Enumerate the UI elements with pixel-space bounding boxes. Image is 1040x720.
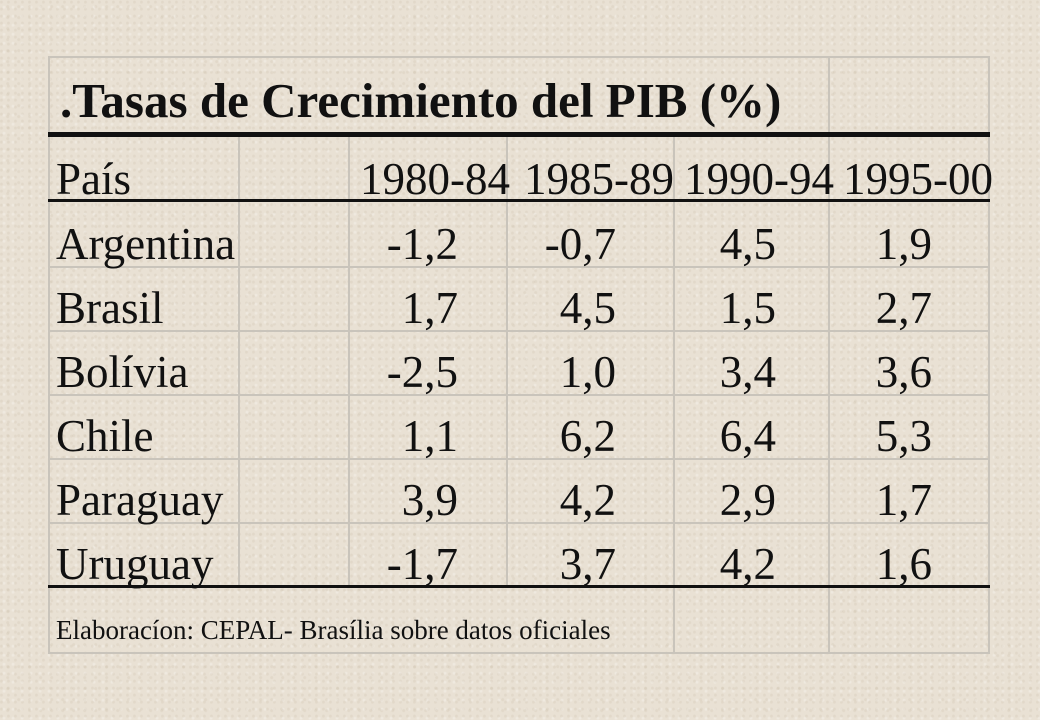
country-name: Chile: [56, 411, 154, 461]
grid-hline-row3: [48, 394, 990, 396]
country-name: Bolívia: [56, 347, 189, 397]
grid-vline-left: [48, 56, 50, 654]
value-cell: 4,5: [559, 283, 616, 333]
rule-under-header: [48, 199, 990, 202]
gdp-growth-table: .Tasas de Crecimiento del PIB (%) País 1…: [48, 56, 993, 654]
grid-vline-col1: [348, 134, 350, 586]
grid-hline-top: [48, 56, 990, 58]
country-name: Argentina: [56, 219, 236, 269]
header-period-1980-84: 1980-84: [360, 154, 510, 204]
grid-hline-row1: [48, 266, 990, 268]
grid-hline-bottom: [48, 652, 990, 654]
value-cell: 1,1: [401, 411, 458, 461]
grid-hline-row4: [48, 458, 990, 460]
value-cell: 6,4: [719, 411, 776, 461]
value-cell: 2,7: [875, 283, 932, 333]
value-cell: 1,7: [401, 283, 458, 333]
header-country: País: [56, 154, 132, 204]
value-cell: 3,7: [559, 539, 616, 589]
grid-hline-row5: [48, 522, 990, 524]
grid-hline-row2: [48, 330, 990, 332]
value-cell: 6,2: [559, 411, 616, 461]
grid-vline-title-split: [828, 56, 830, 134]
country-name: Paraguay: [56, 475, 224, 525]
value-cell: 1,0: [559, 347, 616, 397]
value-cell: 3,9: [401, 475, 458, 525]
value-cell: 1,7: [875, 475, 932, 525]
rule-above-source: [48, 585, 990, 588]
value-cell: 1,5: [719, 283, 776, 333]
header-period-1985-89: 1985-89: [524, 154, 674, 204]
value-cell: 3,6: [875, 347, 932, 397]
grid-vline-right: [988, 56, 990, 654]
value-cell: -2,5: [386, 347, 458, 397]
value-cell: -1,2: [386, 219, 458, 269]
grid-vline-col2: [506, 134, 508, 586]
value-cell: 4,2: [719, 539, 776, 589]
value-cell: 1,6: [875, 539, 932, 589]
value-cell: 2,9: [719, 475, 776, 525]
value-cell: 3,4: [719, 347, 776, 397]
value-cell: -1,7: [386, 539, 458, 589]
grid-vline-country-sub: [238, 134, 240, 586]
value-cell: 4,5: [719, 219, 776, 269]
rule-under-title: [48, 132, 990, 137]
table-title: .Tasas de Crecimiento del PIB (%): [60, 73, 782, 128]
header-period-1990-94: 1990-94: [684, 154, 834, 204]
value-cell: 4,2: [559, 475, 616, 525]
header-period-1995-00: 1995-00: [843, 154, 993, 204]
country-name: Uruguay: [56, 539, 214, 589]
value-cell: 5,3: [875, 411, 932, 461]
country-name: Brasil: [56, 283, 164, 333]
source-note: Elaboracíon: CEPAL- Brasília sobre datos…: [56, 615, 611, 645]
value-cell: -0,7: [544, 219, 616, 269]
value-cell: 1,9: [875, 219, 932, 269]
